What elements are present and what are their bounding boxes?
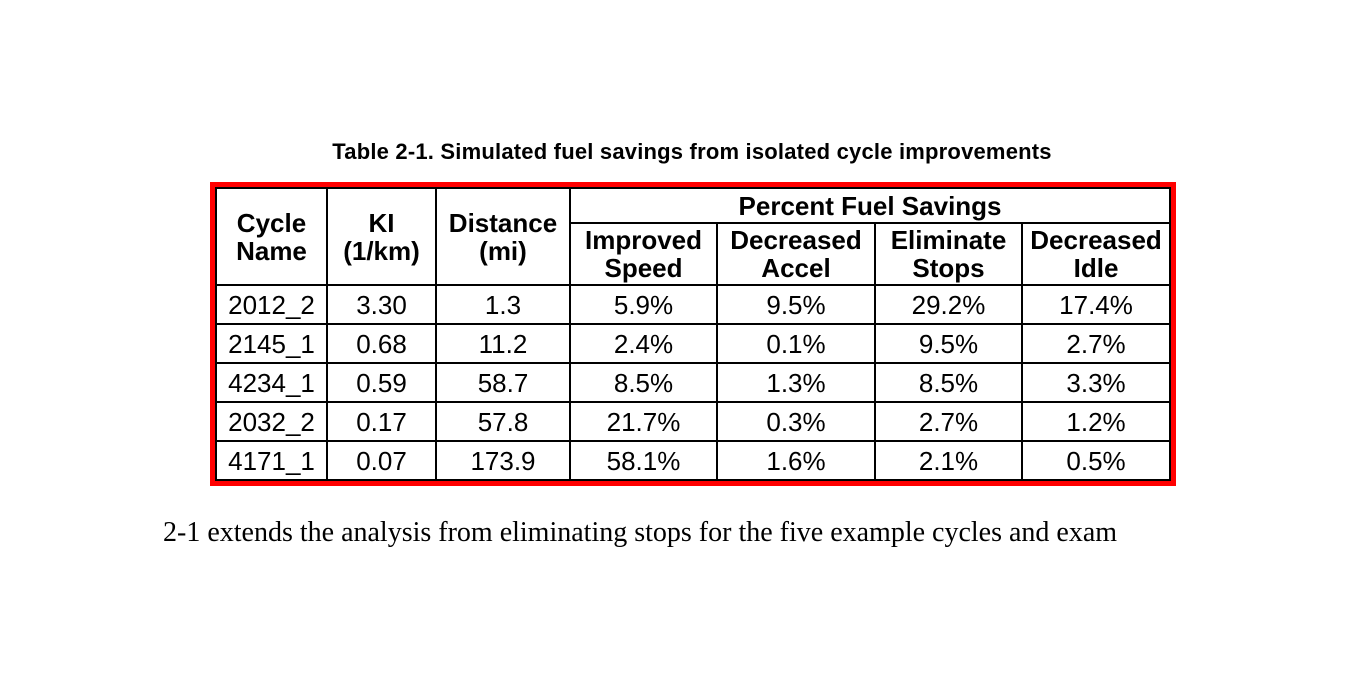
cell-distance: 58.7 (435, 362, 571, 403)
header-distance: Distance (mi) (435, 187, 571, 286)
cell-improved-speed: 21.7% (569, 401, 718, 442)
cell-decreased-accel: 1.3% (716, 362, 876, 403)
cell-cycle-name: 2012_2 (215, 284, 328, 325)
cell-distance: 1.3 (435, 284, 571, 325)
cell-ki: 0.17 (326, 401, 437, 442)
cell-decreased-accel: 9.5% (716, 284, 876, 325)
cell-improved-speed: 58.1% (569, 440, 718, 481)
cell-cycle-name: 2032_2 (215, 401, 328, 442)
header-decreased-idle: Decreased Idle (1020, 222, 1172, 286)
table-row: 2145_1 0.68 11.2 2.4% 0.1% 9.5% 2.7% (215, 323, 1172, 364)
cell-improved-speed: 5.9% (569, 284, 718, 325)
header-ki: KI (1/km) (326, 187, 437, 286)
header-improved-speed: Improved Speed (569, 222, 718, 286)
table-row: 2032_2 0.17 57.8 21.7% 0.3% 2.7% 1.2% (215, 401, 1172, 442)
cell-distance: 57.8 (435, 401, 571, 442)
cell-distance: 173.9 (435, 440, 571, 481)
cell-eliminate-stops: 2.1% (874, 440, 1023, 481)
cell-eliminate-stops: 9.5% (874, 323, 1023, 364)
cell-eliminate-stops: 8.5% (874, 362, 1023, 403)
cell-eliminate-stops: 29.2% (874, 284, 1023, 325)
cell-improved-speed: 8.5% (569, 362, 718, 403)
header-cycle-name: Cycle Name (215, 187, 328, 286)
header-row-group: Cycle Name KI (1/km) Distance (mi) Perce… (215, 187, 1172, 286)
header-decreased-accel: Decreased Accel (716, 222, 876, 286)
header-row-sub: Improved Speed Decreased Accel Eliminate… (216, 222, 1172, 286)
table-red-frame: Cycle Name KI (1/km) Distance (mi) Perce… (210, 182, 1177, 486)
table-row: 4234_1 0.59 58.7 8.5% 1.3% 8.5% 3.3% (215, 362, 1172, 403)
cell-decreased-idle: 3.3% (1020, 362, 1172, 403)
cell-decreased-idle: 1.2% (1020, 401, 1172, 442)
cell-decreased-idle: 0.5% (1020, 440, 1172, 481)
cell-improved-speed: 2.4% (569, 323, 718, 364)
table-row: 2012_2 3.30 1.3 5.9% 9.5% 29.2% 17.4% (215, 284, 1172, 325)
cell-ki: 0.07 (326, 440, 437, 481)
cell-decreased-accel: 0.3% (716, 401, 876, 442)
header-percent-fuel-savings: Percent Fuel Savings (568, 187, 1172, 224)
cell-decreased-accel: 0.1% (716, 323, 876, 364)
cell-cycle-name: 2145_1 (215, 323, 328, 364)
cell-ki: 0.59 (326, 362, 437, 403)
table-caption: Table 2-1. Simulated fuel savings from i… (332, 139, 1052, 164)
cell-decreased-idle: 2.7% (1020, 323, 1172, 364)
cell-cycle-name: 4234_1 (215, 362, 328, 403)
cell-ki: 3.30 (326, 284, 437, 325)
cell-cycle-name: 4171_1 (215, 440, 328, 481)
body-paragraph-fragment: 2-1 extends the analysis from eliminatin… (163, 517, 1118, 548)
table-row: 4171_1 0.07 173.9 58.1% 1.6% 2.1% 0.5% (215, 440, 1172, 481)
cell-ki: 0.68 (326, 323, 437, 364)
cell-distance: 11.2 (435, 323, 571, 364)
cell-eliminate-stops: 2.7% (874, 401, 1023, 442)
cell-decreased-idle: 17.4% (1020, 284, 1172, 325)
fuel-savings-table: Cycle Name KI (1/km) Distance (mi) Perce… (215, 187, 1172, 481)
cell-decreased-accel: 1.6% (716, 440, 876, 481)
header-eliminate-stops: Eliminate Stops (874, 222, 1023, 286)
